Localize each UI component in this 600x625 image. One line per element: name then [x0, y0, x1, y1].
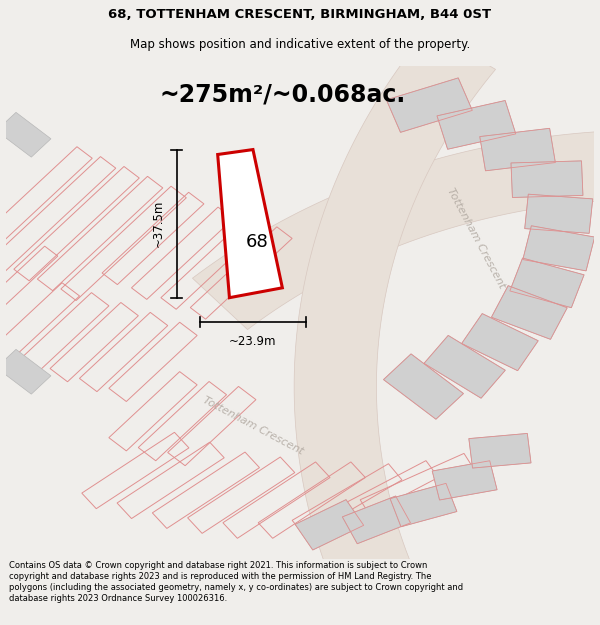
Polygon shape — [0, 112, 51, 157]
Text: Map shows position and indicative extent of the property.: Map shows position and indicative extent… — [130, 38, 470, 51]
Polygon shape — [469, 434, 531, 468]
Polygon shape — [390, 483, 457, 527]
Text: Contains OS data © Crown copyright and database right 2021. This information is : Contains OS data © Crown copyright and d… — [9, 561, 463, 603]
Text: Tottenham Crescent: Tottenham Crescent — [446, 186, 507, 291]
Text: 68, TOTTENHAM CRESCENT, BIRMINGHAM, B44 0ST: 68, TOTTENHAM CRESCENT, BIRMINGHAM, B44 … — [109, 8, 491, 21]
Polygon shape — [218, 149, 283, 298]
Polygon shape — [0, 349, 51, 394]
Polygon shape — [525, 194, 593, 233]
Text: ~275m²/~0.068ac.: ~275m²/~0.068ac. — [159, 83, 406, 107]
Polygon shape — [294, 30, 496, 625]
Polygon shape — [510, 258, 584, 308]
Polygon shape — [491, 286, 567, 339]
Text: ~37.5m: ~37.5m — [152, 200, 165, 248]
Polygon shape — [511, 161, 583, 198]
Text: 68: 68 — [246, 233, 269, 251]
Polygon shape — [432, 461, 497, 500]
Polygon shape — [193, 130, 600, 329]
Text: Tottenham Crescent: Tottenham Crescent — [201, 395, 305, 457]
Polygon shape — [383, 354, 463, 419]
Polygon shape — [523, 226, 595, 271]
Polygon shape — [295, 499, 364, 550]
Polygon shape — [386, 78, 472, 132]
Polygon shape — [480, 128, 556, 171]
Polygon shape — [461, 314, 538, 371]
Text: ~23.9m: ~23.9m — [229, 335, 277, 348]
Polygon shape — [437, 101, 516, 149]
Polygon shape — [343, 496, 410, 544]
Polygon shape — [424, 336, 505, 398]
